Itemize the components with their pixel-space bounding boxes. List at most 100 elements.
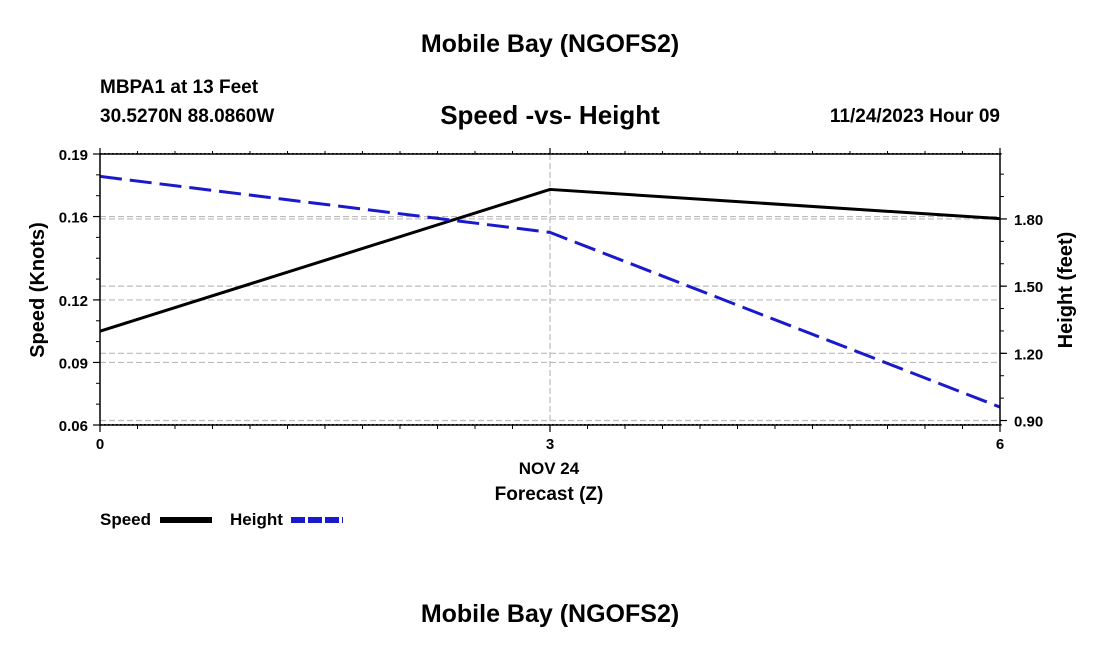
bottom-border-dot (888, 424, 890, 426)
top-border-dot (924, 153, 926, 155)
top-border-dot (648, 153, 650, 155)
bottom-border-dot (996, 424, 998, 426)
bottom-border-dot (780, 424, 782, 426)
bottom-border-dot (112, 424, 114, 426)
bottom-border-dot (912, 424, 914, 426)
bottom-border-dot (272, 424, 274, 426)
top-border-dot (844, 153, 846, 155)
top-border-dot (440, 153, 442, 155)
top-border-dot (204, 153, 206, 155)
bottom-border-dot (280, 424, 282, 426)
top-border-dot (680, 153, 682, 155)
top-border-dot (620, 153, 622, 155)
top-border-dot (276, 153, 278, 155)
bottom-border-dot (724, 424, 726, 426)
top-border-dot (968, 153, 970, 155)
bottom-border-dot (384, 424, 386, 426)
right-tick-label: 0.90 (1014, 414, 1043, 431)
bottom-border-dot (896, 424, 898, 426)
bottom-border-dot (868, 424, 870, 426)
top-border-dot (960, 153, 962, 155)
top-border-dot (948, 153, 950, 155)
bottom-border-dot (988, 424, 990, 426)
top-border-dot (852, 153, 854, 155)
top-border-dot (360, 153, 362, 155)
bottom-border-dot (676, 424, 678, 426)
bottom-border-dot (864, 424, 866, 426)
bottom-border-dot (592, 424, 594, 426)
top-border-dot (892, 153, 894, 155)
top-border-dot (260, 153, 262, 155)
bottom-border-dot (528, 424, 530, 426)
top-border-dot (120, 153, 122, 155)
bottom-border-dot (808, 424, 810, 426)
bottom-border-dot (184, 424, 186, 426)
bottom-border-dot (748, 424, 750, 426)
bottom-border-dot (948, 424, 950, 426)
bottom-border-dot (236, 424, 238, 426)
top-border-dot (876, 153, 878, 155)
top-border-dot (684, 153, 686, 155)
top-border-dot (640, 153, 642, 155)
top-border-dot (180, 153, 182, 155)
bottom-border-dot (744, 424, 746, 426)
bottom-border-dot (448, 424, 450, 426)
bottom-border-dot (164, 424, 166, 426)
top-border-dot (708, 153, 710, 155)
top-border-dot (160, 153, 162, 155)
bottom-border-dot (880, 424, 882, 426)
top-border-dot (696, 153, 698, 155)
bottom-border-dot (956, 424, 958, 426)
bottom-border-dot (388, 424, 390, 426)
top-border-dot (208, 153, 210, 155)
top-border-dot (272, 153, 274, 155)
bottom-border-dot (480, 424, 482, 426)
top-border-dot (676, 153, 678, 155)
bottom-border-dot (352, 424, 354, 426)
bottom-border-dot (792, 424, 794, 426)
bottom-border-dot (324, 424, 326, 426)
top-border-dot (192, 153, 194, 155)
plot-frame (99, 153, 1001, 426)
top-border-dot (900, 153, 902, 155)
top-border-dot (704, 153, 706, 155)
top-border-dot (864, 153, 866, 155)
top-border-dot (472, 153, 474, 155)
chart-series (99, 174, 1001, 409)
bottom-border-dot (172, 424, 174, 426)
chart-main-title: Mobile Bay (NGOFS2) (420, 30, 680, 58)
top-border-dot (800, 153, 802, 155)
bottom-border-dot (228, 424, 230, 426)
bottom-border-dot (704, 424, 706, 426)
top-border-dot (624, 153, 626, 155)
bottom-border-dot (300, 424, 302, 426)
top-border-dot (264, 153, 266, 155)
top-border-dot (784, 153, 786, 155)
top-border-dot (872, 153, 874, 155)
bottom-border-dot (736, 424, 738, 426)
right-tick-label: 1.50 (1014, 279, 1043, 296)
top-border-dot (400, 153, 402, 155)
top-border-dot (196, 153, 198, 155)
bottom-border-dot (140, 424, 142, 426)
top-border-dot (668, 153, 670, 155)
top-border-dot (164, 153, 166, 155)
top-border-dot (312, 153, 314, 155)
bottom-border-dot (716, 424, 718, 426)
bottom-border-dot (572, 424, 574, 426)
top-border-dot (992, 153, 994, 155)
bottom-border-dot (636, 424, 638, 426)
top-border-dot (380, 153, 382, 155)
bottom-border-dot (616, 424, 618, 426)
bottom-border-dot (968, 424, 970, 426)
bottom-border-dot (1000, 424, 1002, 426)
series-line-speed (99, 187, 1001, 333)
bottom-border-dot (496, 424, 498, 426)
bottom-border-dot (252, 424, 254, 426)
bottom-border-dot (288, 424, 290, 426)
bottom-border-dot (732, 424, 734, 426)
bottom-border-dot (212, 424, 214, 426)
top-border-dot (740, 153, 742, 155)
top-border-dot (412, 153, 414, 155)
bottom-border-dot (840, 424, 842, 426)
